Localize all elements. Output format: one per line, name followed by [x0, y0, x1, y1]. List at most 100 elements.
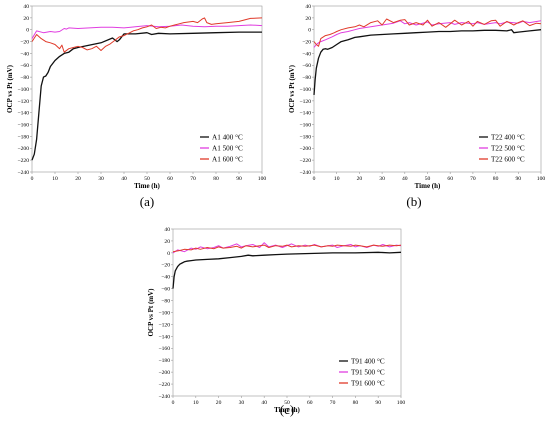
x-tick-label: 80: [213, 176, 219, 182]
legend-label: A1 500 °C: [212, 145, 243, 153]
x-tick-label: 60: [307, 400, 313, 406]
y-tick-label: −140: [299, 111, 311, 117]
y-tick-label: −40: [302, 51, 311, 57]
y-tick-label: 0: [308, 28, 311, 34]
y-tick-label: −220: [17, 158, 29, 164]
series-line-1: [172, 251, 402, 289]
x-tick-label: 80: [353, 400, 359, 406]
x-tick-label: 100: [397, 400, 406, 406]
series-line-1: [313, 29, 542, 95]
y-tick-label: −20: [161, 263, 170, 269]
y-tick-label: −100: [158, 310, 170, 316]
x-tick-label: 0: [31, 176, 34, 182]
y-tick-label: −120: [158, 322, 170, 328]
x-tick-label: 70: [330, 400, 336, 406]
y-tick-label: −220: [299, 158, 311, 164]
x-axis-title: Time (h): [134, 182, 160, 190]
y-tick-label: −240: [158, 394, 170, 400]
panel-a: −240−220−200−180−160−140−120−100−80−60−4…: [6, 4, 266, 209]
y-tick-label: −40: [161, 275, 170, 281]
series-line-3: [172, 244, 402, 253]
x-tick-label: 50: [144, 176, 150, 182]
x-axis-title: Time (h): [274, 406, 300, 414]
y-tick-label: −140: [158, 334, 170, 340]
y-axis-title: OCP vs Pt (mV): [288, 64, 296, 113]
legend-label: T91 500 °C: [351, 369, 385, 377]
x-tick-label: 90: [375, 400, 381, 406]
panel-caption: (b): [406, 194, 421, 209]
legend-label: T22 500 °C: [491, 145, 525, 153]
y-tick-label: −160: [17, 122, 29, 128]
series-line-2: [313, 20, 542, 48]
y-axis-title: OCP vs Pt (mV): [6, 64, 14, 113]
y-tick-label: 40: [305, 4, 311, 10]
x-tick-label: 0: [313, 176, 316, 182]
x-tick-label: 40: [121, 176, 127, 182]
y-tick-label: 20: [23, 16, 29, 22]
x-axis-title: Time (h): [415, 182, 441, 190]
y-tick-label: −180: [299, 134, 311, 140]
y-tick-label: −120: [299, 99, 311, 105]
x-tick-label: 40: [261, 400, 267, 406]
y-tick-label: −240: [299, 170, 311, 176]
x-tick-label: 10: [193, 400, 199, 406]
x-tick-label: 80: [493, 176, 499, 182]
y-tick-label: −100: [17, 87, 29, 93]
series-line-3: [31, 17, 263, 53]
y-tick-label: −140: [17, 111, 29, 117]
x-tick-label: 100: [258, 176, 267, 182]
legend-label: T91 600 °C: [351, 380, 385, 388]
x-tick-label: 30: [379, 176, 385, 182]
y-tick-label: 20: [305, 16, 311, 22]
panel-b: −240 −220 −200 −180 −160 −140 −120 −100 −80 −60 −4…: [288, 4, 545, 209]
y-tick-label: 0: [26, 28, 29, 34]
y-tick-label: −160: [299, 122, 311, 128]
x-tick-label: 60: [167, 176, 173, 182]
y-tick-label: −200: [299, 146, 311, 152]
y-tick-label: −80: [302, 75, 311, 81]
panel-caption: (c): [280, 402, 294, 417]
y-axis-title: OCP vs Pt (mV): [147, 288, 155, 337]
x-tick-label: 20: [216, 400, 222, 406]
y-tick-label: −60: [302, 63, 311, 69]
y-tick-label: 20: [164, 239, 170, 245]
legend-label: A1 600 °C: [212, 156, 243, 164]
x-tick-label: 90: [236, 176, 242, 182]
x-tick-label: 10: [334, 176, 340, 182]
x-tick-label: 70: [190, 176, 196, 182]
x-tick-label: 30: [98, 176, 104, 182]
x-tick-label: 10: [52, 176, 58, 182]
x-tick-label: 20: [75, 176, 81, 182]
y-tick-label: −100: [299, 87, 311, 93]
y-tick-label: 0: [167, 251, 170, 257]
x-tick-label: 50: [284, 400, 290, 406]
panel-caption: (a): [140, 194, 154, 209]
y-tick-label: −200: [158, 370, 170, 376]
y-tick-label: 40: [23, 4, 29, 10]
y-tick-label: −200: [17, 146, 29, 152]
x-tick-label: 70: [470, 176, 476, 182]
x-tick-label: 20: [357, 176, 363, 182]
y-tick-label: −20: [20, 39, 29, 45]
x-tick-label: 100: [537, 176, 546, 182]
y-tick-label: −220: [158, 382, 170, 388]
y-tick-label: −80: [161, 298, 170, 304]
x-tick-label: 40: [402, 176, 408, 182]
panel-c: −240−220−200−180−160−140−120−100−80−60−4…: [147, 227, 405, 417]
series-line-3: [313, 18, 542, 47]
legend-label: T22 600 °C: [491, 156, 525, 164]
y-tick-label: −120: [17, 99, 29, 105]
x-tick-label: 30: [239, 400, 245, 406]
series-line-1: [31, 31, 262, 161]
y-tick-label: −160: [158, 346, 170, 352]
y-tick-label: −180: [158, 358, 170, 364]
y-tick-label: −60: [20, 63, 29, 69]
x-tick-label: 50: [425, 176, 431, 182]
y-tick-label: −180: [17, 134, 29, 140]
x-tick-label: 60: [447, 176, 453, 182]
y-tick-label: −60: [161, 287, 170, 293]
y-tick-label: −40: [20, 51, 29, 57]
legend-label: T22 400 °C: [491, 134, 525, 142]
y-tick-label: −80: [20, 75, 29, 81]
